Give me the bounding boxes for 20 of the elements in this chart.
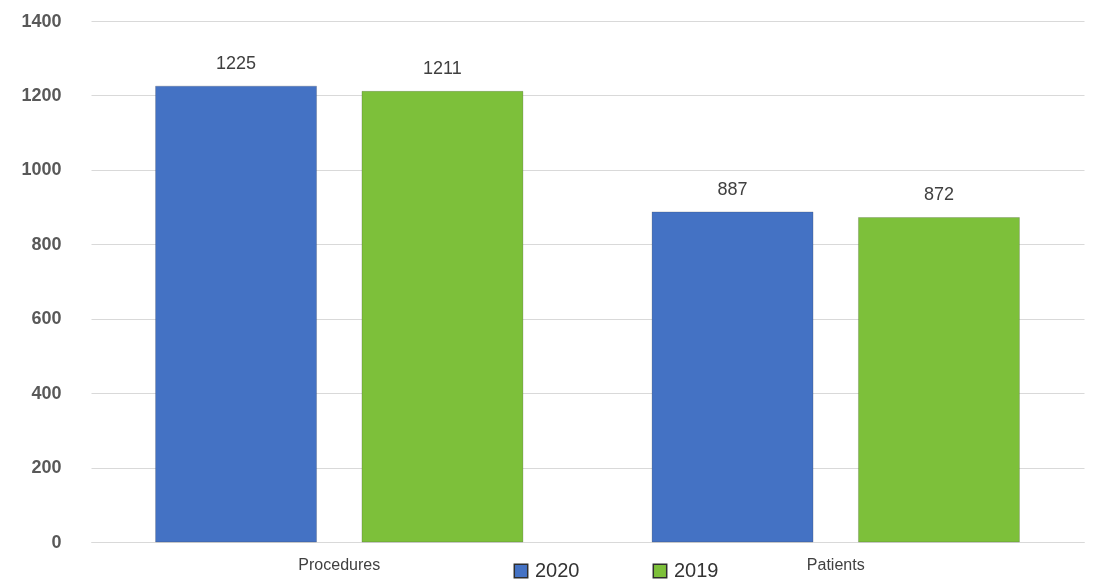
- data-label: 872: [923, 184, 954, 205]
- bar: [858, 217, 1020, 543]
- y-tick-label: 400: [31, 382, 62, 403]
- y-tick-label: 1400: [21, 10, 62, 31]
- bar: [651, 211, 814, 543]
- legend-label: 2019: [674, 559, 719, 580]
- data-label: 887: [717, 178, 748, 199]
- data-label: 1225: [216, 53, 257, 74]
- y-tick-label: 200: [31, 457, 62, 478]
- bar: [361, 91, 524, 543]
- y-tick-label: 600: [31, 308, 62, 329]
- y-tick-label: 0: [51, 531, 62, 552]
- y-tick-label: 1200: [21, 84, 62, 105]
- x-tick-label: Patients: [806, 555, 865, 573]
- y-tick-label: 800: [31, 233, 62, 254]
- bar: [155, 85, 317, 543]
- data-label: 1211: [423, 58, 462, 79]
- legend-label: 2020: [535, 559, 580, 580]
- y-tick-label: 1000: [21, 159, 62, 180]
- x-tick-label: Procedures: [298, 555, 381, 573]
